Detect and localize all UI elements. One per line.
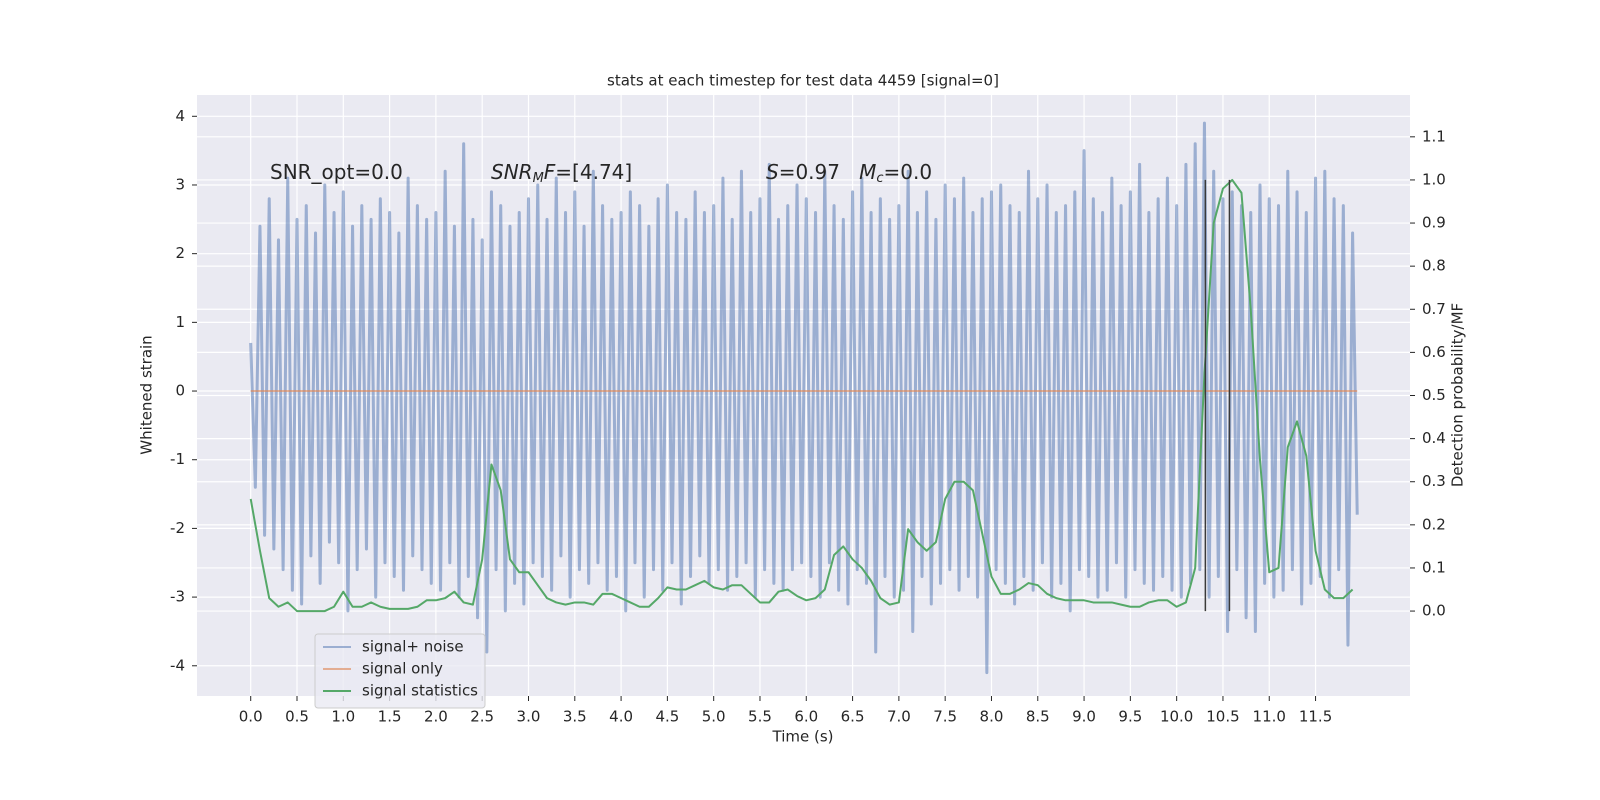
annotation-part: SNR_opt=0.0 [270,160,403,184]
y2-tick-label: 1.0 [1422,170,1446,188]
x-tick-label: 8.0 [980,708,1004,726]
y2-tick-label: 0.5 [1422,386,1446,404]
x-tick-label: 0.5 [285,708,309,726]
legend: signal+ noise signal only signal statistic… [314,633,486,709]
x-tick-label: 2.0 [424,708,448,726]
x-tick-label: 0.0 [239,708,263,726]
series-line [249,178,1354,613]
x-tick-label: 9.0 [1072,708,1096,726]
y-tick-label: 2 [175,244,185,262]
annotation-part: c [876,171,883,186]
x-tick-label: 11.0 [1253,708,1286,726]
y2-axis-label: Detection probability/MF [1449,303,1467,487]
y-tick-label: 3 [175,175,185,193]
y2-tick-label: 0.7 [1422,300,1446,318]
x-tick-label: 5.5 [748,708,772,726]
y-tick-label: 1 [175,313,185,331]
x-tick-label: 3.0 [517,708,541,726]
x-tick-label: 9.5 [1118,708,1142,726]
x-tick-label: 7.5 [933,708,957,726]
y-tick-label: -1 [170,450,185,468]
y-tick-label: 4 [175,107,185,125]
x-tick-label: 6.0 [794,708,818,726]
y2-tick-label: 0.8 [1422,257,1446,275]
legend-label: signal only [362,660,443,678]
x-tick-label: 10.0 [1160,708,1193,726]
x-tick-label: 8.5 [1026,708,1050,726]
y-tick-label: -4 [170,656,185,674]
x-tick-label: 4.0 [609,708,633,726]
annotation-part: =0.0 [884,160,933,184]
annotation-part: SNR [491,160,533,184]
y2-tick-label: 1.1 [1422,127,1446,145]
x-tick-label: 2.5 [470,708,494,726]
y2-tick-label: 0.6 [1422,343,1446,361]
annotation: SNRMF=[4.74] [491,160,632,186]
y-axis-label: Whitened strain [138,335,156,454]
annotation: S=0.97 Mc=0.0 [766,160,932,186]
x-tick-label: 11.5 [1299,708,1332,726]
x-tick-label: 1.5 [378,708,402,726]
annotation-part: =[4.74] [555,160,632,184]
x-tick-label: 6.5 [841,708,865,726]
series-line [249,121,1359,675]
y2-tick-label: 0.4 [1422,429,1446,447]
legend-box [314,633,486,709]
y-tick-label: -2 [170,519,185,537]
x-axis-label: Time (s) [772,728,834,746]
y2-tick-label: 0.9 [1422,214,1446,232]
x-tick-label: 7.0 [887,708,911,726]
y2-tick-label: 0.1 [1422,558,1446,576]
chart-title: stats at each timestep for test data 445… [607,72,999,90]
legend-label: signal statistics [362,682,478,700]
y2-tick-label: 0.0 [1422,602,1446,620]
x-tick-label: 1.0 [331,708,355,726]
y2-tick-label: 0.3 [1422,472,1446,490]
y-tick-label: -3 [170,588,185,606]
annotation-part: M [533,171,544,186]
legend-label: signal+ noise [362,638,464,656]
annotation: SNR_opt=0.0 [270,160,403,184]
annotation-part: F [544,160,556,184]
annotation-part: S [766,160,779,184]
annotation-part: =0.97 [779,160,859,184]
x-tick-label: 10.5 [1206,708,1239,726]
y-tick-label: 0 [175,382,185,400]
x-tick-label: 4.5 [655,708,679,726]
x-tick-label: 3.5 [563,708,587,726]
annotation-part: M [859,160,876,184]
x-tick-label: 5.0 [702,708,726,726]
y2-tick-label: 0.2 [1422,515,1446,533]
